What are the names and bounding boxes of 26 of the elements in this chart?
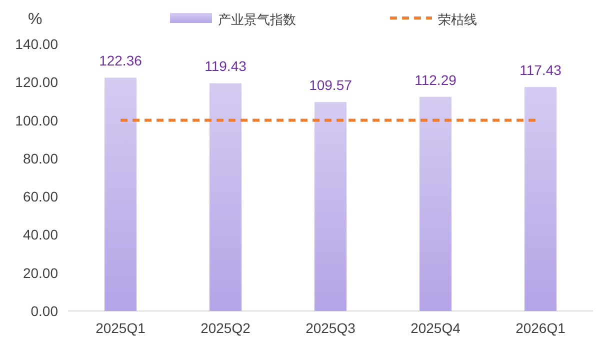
x-tick-label: 2026Q1 bbox=[516, 320, 566, 336]
x-tick-label: 2025Q4 bbox=[410, 320, 461, 336]
y-tick-label: 60.00 bbox=[22, 188, 58, 205]
x-tick-label: 2025Q2 bbox=[200, 320, 251, 336]
bar bbox=[420, 96, 452, 311]
bar bbox=[210, 83, 242, 311]
bar bbox=[314, 102, 346, 311]
y-tick-label: 80.00 bbox=[22, 150, 58, 166]
bar bbox=[104, 78, 136, 311]
x-tick-label: 2025Q3 bbox=[306, 320, 356, 336]
y-tick-label: 100.00 bbox=[15, 112, 58, 128]
bar bbox=[524, 87, 556, 311]
text: 122.36 bbox=[99, 52, 142, 69]
text: 109.57 bbox=[309, 77, 352, 94]
text: 112.29 bbox=[414, 72, 456, 88]
legend-label: 产业景气指数 bbox=[218, 12, 296, 27]
y-axis-title: % bbox=[28, 11, 42, 28]
legend-label: 荣枯线 bbox=[438, 12, 477, 27]
y-tick-label: 140.00 bbox=[15, 36, 58, 52]
y-tick-label: 20.00 bbox=[22, 264, 58, 281]
x-tick-label: 2025Q1 bbox=[96, 320, 146, 336]
y-tick-label: 0.00 bbox=[30, 303, 58, 319]
text: 119.43 bbox=[204, 58, 246, 74]
y-tick-label: 120.00 bbox=[15, 74, 58, 90]
y-tick-label: 40.00 bbox=[22, 226, 58, 243]
text: 117.43 bbox=[520, 62, 562, 78]
